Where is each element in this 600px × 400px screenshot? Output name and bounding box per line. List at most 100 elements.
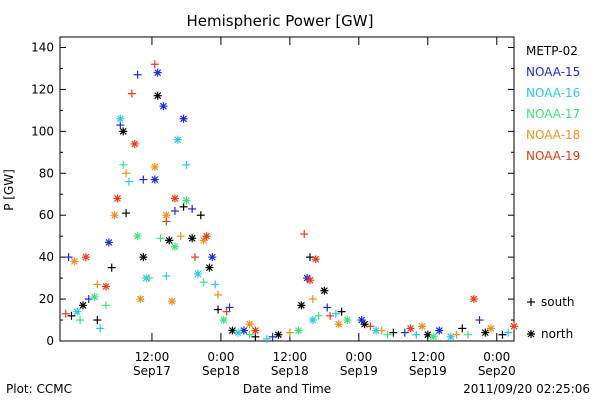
data-point-metp-02 (498, 330, 507, 339)
x-tick-label: 0:00 (483, 350, 510, 364)
data-point-noaa-15 (475, 316, 484, 325)
data-point-noaa-16 (116, 114, 125, 123)
data-point-noaa-16 (446, 332, 455, 341)
data-point-noaa-17 (314, 311, 323, 320)
data-point-noaa-19 (150, 60, 159, 69)
data-point-noaa-19 (81, 253, 90, 262)
data-point-metp-02 (165, 236, 174, 245)
data-point-metp-02 (205, 263, 214, 272)
x-tick-label: 0:00 (345, 350, 372, 364)
data-point-noaa-17 (383, 330, 392, 339)
data-point-noaa-17 (119, 160, 128, 169)
data-point-metp-02 (274, 330, 283, 339)
y-tick-label: 100 (31, 124, 54, 138)
legend-marker-south (527, 298, 535, 306)
data-point-noaa-15 (435, 326, 444, 335)
data-point-metp-02 (337, 307, 346, 316)
data-point-noaa-17 (245, 330, 254, 339)
y-tick-label: 80 (39, 166, 54, 180)
data-point-noaa-15 (64, 253, 73, 262)
data-point-noaa-16 (211, 280, 220, 289)
x-axis: 12:00Sep170:00Sep1812:00Sep180:00Sep1912… (133, 37, 516, 378)
data-point-noaa-16 (162, 272, 171, 281)
x-tick-sublabel: Sep20 (478, 364, 516, 378)
x-tick-sublabel: Sep19 (409, 364, 447, 378)
data-point-metp-02 (139, 253, 148, 262)
data-point-noaa-19 (61, 309, 70, 318)
data-point-noaa-16 (124, 177, 133, 186)
data-point-metp-02 (122, 209, 131, 218)
data-point-noaa-17 (464, 330, 473, 339)
data-point-noaa-16 (173, 135, 182, 144)
plot-frame (59, 36, 515, 342)
data-point-noaa-15 (133, 70, 142, 79)
data-point-noaa-16 (331, 309, 340, 318)
data-point-noaa-18 (110, 211, 119, 220)
data-point-metp-02 (214, 305, 223, 314)
legend-marker-north (527, 330, 535, 338)
data-point-noaa-15 (179, 114, 188, 123)
y-tick-label: 40 (39, 250, 54, 264)
data-point-noaa-18 (285, 328, 294, 337)
data-point-noaa-17 (343, 316, 352, 325)
data-point-metp-02 (305, 253, 314, 262)
data-point-noaa-15 (357, 316, 366, 325)
data-point-noaa-19 (222, 307, 231, 316)
data-point-noaa-16 (412, 330, 421, 339)
y-tick-label: 120 (31, 82, 54, 96)
data-point-noaa-15 (188, 204, 197, 213)
data-point-noaa-17 (90, 292, 99, 301)
x-tick-sublabel: Sep18 (202, 364, 240, 378)
data-point-noaa-15 (268, 332, 277, 341)
data-point-noaa-15 (84, 295, 93, 304)
x-tick-sublabel: Sep19 (340, 364, 378, 378)
data-point-noaa-18 (245, 320, 254, 329)
legend-marker-label-south: south (541, 295, 575, 309)
data-point-noaa-19 (326, 311, 335, 320)
data-point-noaa-15 (239, 326, 248, 335)
data-points (61, 60, 518, 343)
data-point-noaa-18 (199, 236, 208, 245)
data-point-noaa-17 (101, 301, 110, 310)
data-point-noaa-18 (487, 324, 496, 333)
data-point-noaa-18 (93, 280, 102, 289)
data-point-noaa-17 (133, 232, 142, 241)
data-point-noaa-17 (145, 274, 154, 283)
data-point-noaa-18 (176, 232, 185, 241)
data-point-noaa-17 (170, 242, 179, 251)
data-point-noaa-19 (162, 217, 171, 226)
data-point-metp-02 (481, 328, 490, 337)
x-tick-label: 12:00 (273, 350, 308, 364)
y-axis-label: P [GW] (2, 169, 16, 211)
data-point-noaa-17 (182, 196, 191, 205)
data-point-noaa-15 (400, 328, 409, 337)
plot-timestamp: 2011/09/20 02:25:06 (463, 382, 590, 396)
legend-entry-metp-02: METP-02 (526, 44, 578, 58)
data-point-noaa-19 (130, 139, 139, 148)
data-point-noaa-18 (136, 295, 145, 304)
y-tick-label: 140 (31, 40, 54, 54)
data-point-noaa-17 (429, 332, 438, 341)
data-point-noaa-15 (150, 175, 159, 184)
legend-entry-noaa-19: NOAA-19 (526, 149, 580, 163)
chart-title: Hemispheric Power [GW] (187, 12, 374, 30)
data-point-noaa-18 (122, 169, 131, 178)
data-point-noaa-15 (104, 238, 113, 247)
data-point-noaa-18 (418, 322, 427, 331)
data-point-metp-02 (179, 202, 188, 211)
data-point-noaa-19 (311, 255, 320, 264)
data-point-noaa-19 (113, 194, 122, 203)
data-point-metp-02 (78, 301, 87, 310)
data-point-noaa-15 (159, 102, 168, 111)
x-tick-sublabel: Sep17 (133, 364, 171, 378)
data-point-noaa-15 (139, 175, 148, 184)
data-point-noaa-19 (366, 322, 375, 331)
data-point-metp-02 (389, 328, 398, 337)
data-point-metp-02 (320, 286, 329, 295)
data-point-noaa-17 (156, 234, 165, 243)
data-point-noaa-16 (234, 328, 243, 337)
data-point-noaa-17 (199, 278, 208, 287)
data-point-noaa-17 (76, 316, 85, 325)
x-tick-label: 12:00 (411, 350, 446, 364)
x-tick-label: 12:00 (135, 350, 170, 364)
